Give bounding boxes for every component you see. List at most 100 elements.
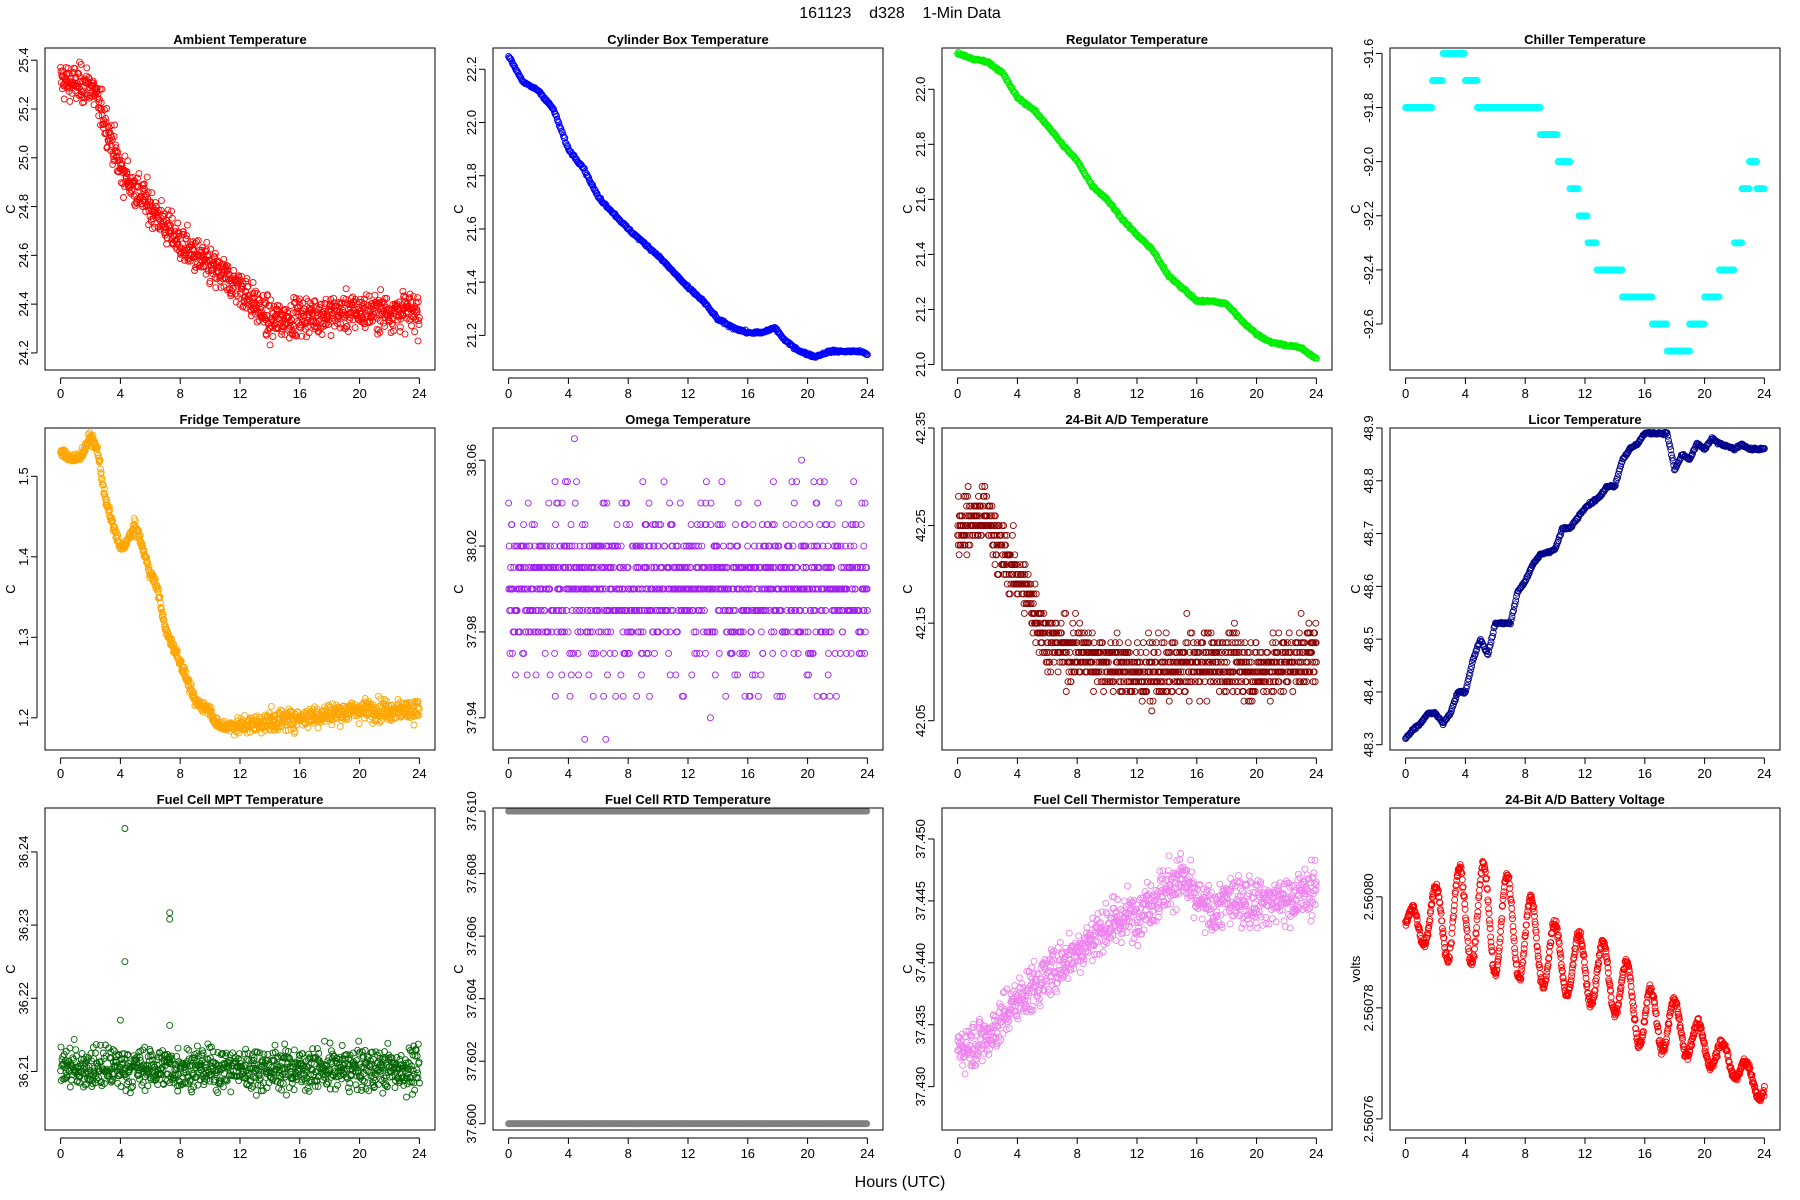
y-tick-label: 38.06 bbox=[464, 444, 479, 477]
data-point bbox=[707, 521, 715, 529]
data-point bbox=[816, 521, 824, 529]
x-tick-label: 24 bbox=[1309, 386, 1323, 401]
data-point bbox=[105, 124, 113, 131]
x-tick-label: 12 bbox=[233, 386, 247, 401]
data-point bbox=[617, 542, 625, 550]
data-point bbox=[1031, 580, 1039, 588]
data-point bbox=[991, 561, 999, 569]
data-point bbox=[175, 230, 183, 237]
data-point bbox=[134, 174, 141, 182]
data-point bbox=[351, 324, 359, 332]
data-point bbox=[111, 121, 118, 129]
data-point bbox=[666, 628, 674, 636]
data-point bbox=[401, 330, 409, 338]
data-point bbox=[687, 521, 695, 529]
data-point bbox=[229, 284, 237, 292]
data-point bbox=[207, 245, 215, 253]
data-point bbox=[322, 295, 330, 303]
data-point bbox=[168, 207, 176, 215]
data-point bbox=[298, 332, 306, 340]
data-point bbox=[103, 105, 111, 112]
data-point bbox=[98, 85, 106, 93]
data-point bbox=[324, 321, 332, 329]
data-point bbox=[305, 329, 313, 337]
x-tick-label: 16 bbox=[293, 386, 307, 401]
data-point bbox=[70, 69, 78, 77]
data-point bbox=[230, 267, 238, 274]
data-point bbox=[297, 324, 305, 332]
x-tick-label: 24 bbox=[860, 386, 874, 401]
data-point bbox=[93, 85, 100, 93]
data-point bbox=[316, 301, 324, 309]
x-tick-label: 12 bbox=[681, 386, 695, 401]
x-tick-label: 0 bbox=[505, 386, 512, 401]
x-tick-label: 4 bbox=[565, 386, 572, 401]
data-point bbox=[183, 221, 191, 229]
data-point bbox=[174, 240, 182, 248]
data-point bbox=[832, 692, 840, 700]
y-axis-label: C bbox=[3, 584, 18, 593]
x-tick-label: 16 bbox=[741, 386, 755, 401]
panel-title: 24-Bit A/D Temperature bbox=[1065, 412, 1208, 427]
data-point bbox=[80, 98, 88, 106]
data-point bbox=[575, 671, 582, 679]
data-point bbox=[340, 311, 348, 319]
data-point bbox=[102, 129, 110, 137]
data-point bbox=[414, 337, 422, 345]
x-tick-label: 0 bbox=[505, 766, 512, 781]
data-point bbox=[732, 521, 739, 529]
x-tick-label: 8 bbox=[625, 766, 632, 781]
data-point bbox=[114, 148, 122, 156]
data-point bbox=[793, 478, 801, 486]
data-point bbox=[176, 255, 184, 262]
y-tick-label: 24.4 bbox=[16, 291, 31, 316]
data-point bbox=[232, 290, 239, 298]
x-tick-label: 4 bbox=[565, 766, 572, 781]
y-tick-label: 21.8 bbox=[464, 163, 479, 188]
data-point bbox=[219, 275, 227, 283]
data-point bbox=[269, 333, 277, 340]
figure-x-axis-label: Hours (UTC) bbox=[855, 1174, 946, 1191]
data-point bbox=[825, 649, 832, 657]
x-tick-label: 8 bbox=[1522, 386, 1529, 401]
data-point bbox=[581, 735, 589, 743]
data-point bbox=[570, 435, 578, 443]
data-point bbox=[551, 692, 559, 700]
data-point bbox=[1009, 522, 1017, 530]
data-point bbox=[342, 285, 350, 293]
data-point bbox=[744, 542, 752, 550]
data-point bbox=[524, 499, 532, 507]
data-point bbox=[545, 499, 553, 507]
data-point bbox=[202, 246, 210, 254]
data-point bbox=[143, 173, 151, 181]
data-point bbox=[118, 161, 126, 169]
data-point bbox=[327, 332, 335, 339]
data-point bbox=[613, 521, 621, 529]
plot-frame bbox=[941, 47, 1333, 371]
data-point bbox=[220, 255, 228, 263]
data-point bbox=[715, 649, 723, 657]
data-point bbox=[826, 692, 834, 700]
data-point bbox=[151, 199, 159, 207]
data-point bbox=[532, 671, 540, 679]
data-point bbox=[203, 238, 211, 246]
data-point bbox=[376, 299, 383, 307]
data-point bbox=[665, 649, 673, 657]
x-tick-label: 8 bbox=[1074, 386, 1081, 401]
data-point bbox=[794, 649, 802, 657]
data-points bbox=[57, 58, 423, 349]
data-point bbox=[371, 307, 378, 315]
data-point bbox=[359, 314, 367, 321]
data-point bbox=[155, 206, 163, 214]
data-point bbox=[661, 542, 669, 550]
data-point bbox=[757, 671, 765, 679]
data-point bbox=[259, 292, 267, 300]
data-point bbox=[782, 521, 790, 529]
data-point bbox=[396, 323, 404, 331]
x-tick-label: 16 bbox=[741, 766, 755, 781]
data-point bbox=[95, 112, 103, 120]
data-point bbox=[602, 735, 610, 743]
x-tick-label: 24 bbox=[1757, 386, 1771, 401]
x-tick-label: 20 bbox=[1697, 386, 1711, 401]
